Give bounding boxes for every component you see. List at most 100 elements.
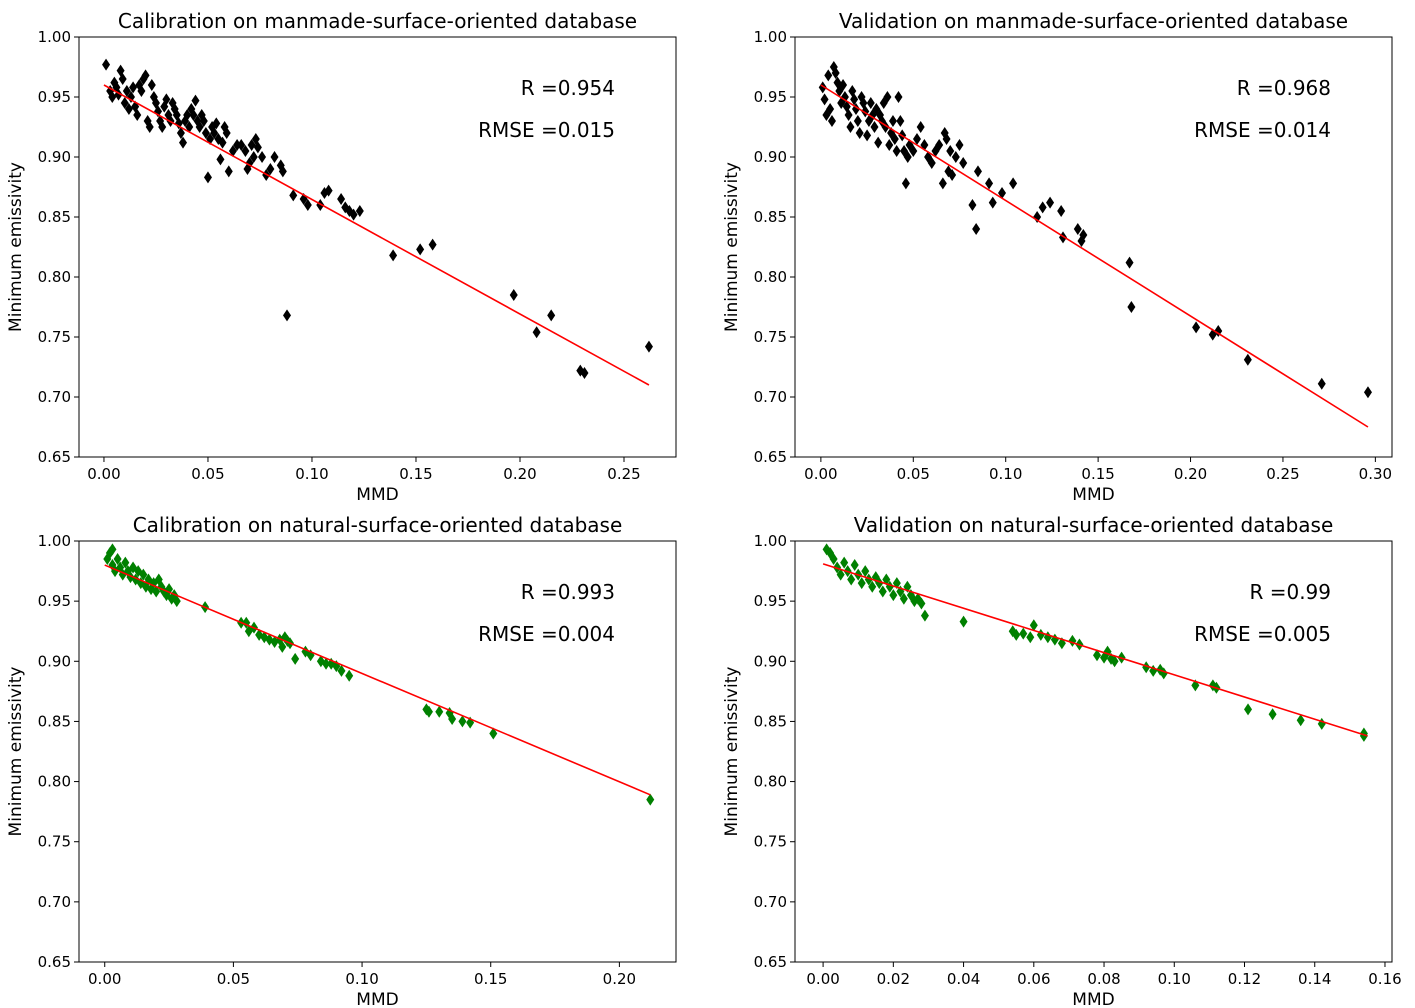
- data-point: [863, 129, 872, 142]
- x-tick-label: 0.05: [191, 465, 224, 483]
- y-tick-label: 0.65: [754, 953, 787, 971]
- y-tick-label: 1.00: [754, 28, 787, 46]
- data-point: [152, 585, 161, 598]
- x-tick-label: 0.00: [88, 970, 121, 988]
- x-tick-label: 0.20: [503, 465, 536, 483]
- rmse-annotation: RMSE =0.015: [478, 118, 615, 142]
- data-point: [216, 153, 225, 166]
- regression-line: [822, 563, 1368, 737]
- chart-title: Calibration on manmade-surface-oriented …: [118, 9, 637, 33]
- data-point: [237, 139, 246, 151]
- y-tick-label: 0.90: [38, 652, 71, 670]
- data-point: [345, 669, 354, 682]
- y-tick-label: 0.85: [754, 712, 787, 730]
- y-tick-label: 1.00: [38, 532, 71, 550]
- data-point: [322, 657, 331, 670]
- data-point: [927, 157, 936, 169]
- data-point: [909, 145, 918, 157]
- x-axis-label: MMD: [356, 485, 398, 505]
- data-point: [189, 109, 198, 121]
- data-point: [1073, 223, 1082, 235]
- data-point: [1012, 628, 1021, 641]
- data-point: [820, 93, 829, 106]
- data-point: [1093, 649, 1102, 662]
- data-point: [850, 93, 859, 106]
- x-axis-label: MMD: [1072, 990, 1114, 1008]
- x-tick-label: 0.20: [1174, 465, 1207, 483]
- x-tick-label: 0.30: [1359, 465, 1392, 483]
- data-point: [1317, 717, 1326, 730]
- x-axis-label: MMD: [356, 990, 398, 1008]
- y-tick-label: 0.85: [38, 208, 71, 226]
- data-point: [580, 367, 589, 379]
- data-point: [179, 136, 188, 149]
- data-point: [899, 592, 908, 605]
- y-tick-label: 0.85: [754, 208, 787, 226]
- data-point: [1244, 703, 1253, 716]
- data-point: [855, 127, 864, 139]
- data-point: [127, 91, 136, 103]
- data-point: [133, 109, 142, 121]
- rmse-annotation: RMSE =0.014: [1194, 118, 1331, 142]
- plot-frame: [78, 36, 677, 458]
- x-tick-label: 0.25: [1266, 465, 1299, 483]
- data-point: [874, 136, 883, 149]
- data-point: [1142, 661, 1151, 674]
- x-tick-label: 0.20: [603, 970, 636, 988]
- x-tick-label: 0.04: [947, 970, 980, 988]
- data-point: [183, 109, 192, 121]
- data-point: [1363, 386, 1372, 399]
- data-point: [844, 109, 853, 121]
- data-point: [141, 69, 150, 82]
- data-point: [509, 289, 518, 301]
- x-tick-label: 0.15: [399, 465, 432, 483]
- data-point: [416, 243, 425, 256]
- x-tick-label: 0.05: [217, 970, 250, 988]
- x-tick-label: 0.16: [1368, 970, 1401, 988]
- data-point: [174, 117, 183, 130]
- data-point: [916, 121, 925, 133]
- y-tick-label: 0.90: [754, 148, 787, 166]
- data-point: [846, 121, 855, 133]
- x-tick-label: 0.08: [1087, 970, 1120, 988]
- data-point: [489, 727, 498, 740]
- y-tick-label: 1.00: [754, 532, 787, 550]
- data-point: [124, 103, 133, 115]
- data-point: [337, 664, 346, 677]
- data-point: [935, 139, 944, 151]
- data-point: [892, 145, 901, 157]
- data-point: [1110, 655, 1119, 668]
- data-point: [337, 193, 346, 205]
- data-point: [195, 121, 204, 133]
- data-point: [139, 568, 148, 581]
- data-point: [532, 326, 541, 339]
- data-point: [145, 121, 154, 133]
- chart-title: Validation on natural-surface-oriented d…: [854, 513, 1334, 537]
- panel-validation-natural: Validation on natural-surface-oriented d…: [722, 513, 1402, 1008]
- data-point: [875, 577, 884, 590]
- y-tick-label: 0.95: [754, 592, 787, 610]
- data-point: [1033, 211, 1042, 223]
- rmse-annotation: RMSE =0.005: [1194, 622, 1331, 646]
- data-point: [122, 85, 131, 97]
- data-point: [1125, 256, 1134, 269]
- y-tick-label: 0.95: [754, 88, 787, 106]
- data-point: [866, 97, 875, 109]
- data-point: [1079, 229, 1088, 241]
- rmse-annotation: RMSE =0.004: [478, 622, 615, 646]
- data-point: [985, 177, 994, 190]
- data-point: [289, 189, 298, 202]
- data-point: [894, 91, 903, 103]
- r-annotation: R =0.993: [521, 580, 615, 604]
- r-annotation: R =0.968: [1237, 76, 1331, 100]
- data-point: [644, 340, 653, 353]
- data-point: [955, 139, 964, 151]
- data-point: [988, 196, 997, 209]
- data-point: [1038, 201, 1047, 214]
- data-point: [258, 151, 267, 163]
- data-point: [253, 141, 262, 154]
- data-point: [946, 145, 955, 157]
- data-point: [942, 133, 951, 145]
- data-point: [129, 81, 138, 94]
- x-tick-label: 0.10: [1158, 970, 1191, 988]
